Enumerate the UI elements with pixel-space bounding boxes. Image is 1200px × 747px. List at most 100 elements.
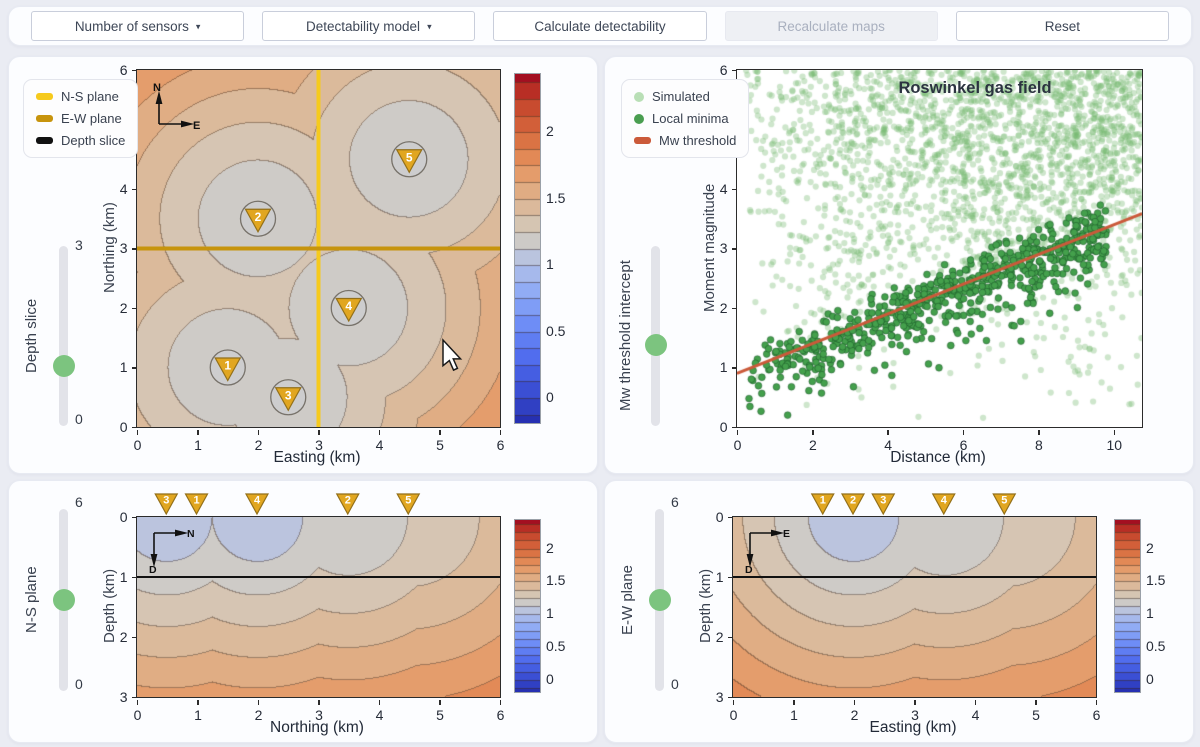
tick-mark bbox=[727, 516, 733, 519]
tick-mark bbox=[197, 429, 199, 435]
tick-label: 0 bbox=[729, 706, 738, 723]
colorbar-tick-label: 0 bbox=[546, 670, 554, 687]
tick-label: 3 bbox=[911, 706, 919, 723]
tick-mark bbox=[974, 699, 977, 705]
tick-mark bbox=[853, 699, 856, 705]
tick-label: 0 bbox=[715, 508, 724, 525]
x-axis-label: Northing (km) bbox=[270, 719, 364, 736]
tick-label: 3 bbox=[715, 688, 724, 705]
legend-label: Depth slice bbox=[61, 133, 126, 148]
map-legend: N-S plane E-W plane Depth slice bbox=[23, 79, 139, 158]
tick-mark bbox=[378, 429, 381, 435]
tick-label: 1 bbox=[719, 359, 728, 375]
local-minima-swatch bbox=[634, 113, 644, 124]
ew-plane-slider-handle[interactable] bbox=[649, 589, 671, 611]
legend-label: Simulated bbox=[652, 89, 710, 104]
x-axis-label: Distance (km) bbox=[890, 449, 986, 466]
svg-text:3: 3 bbox=[880, 495, 886, 507]
svg-text:5: 5 bbox=[1001, 495, 1007, 507]
tick-label: 0 bbox=[719, 418, 728, 435]
ns-plane-slider-label: N-S plane bbox=[23, 566, 40, 634]
reset-button[interactable]: Reset bbox=[955, 11, 1170, 41]
colorbar-tick-label: 0 bbox=[1146, 670, 1154, 687]
colorbar-tick-label: 0.5 bbox=[1146, 637, 1166, 654]
colorbar-tick-label: 1.5 bbox=[546, 189, 566, 206]
tick-mark bbox=[318, 429, 320, 435]
colorbar-tick-label: 2 bbox=[1146, 539, 1154, 556]
colorbar bbox=[514, 519, 541, 693]
tick-label: 1 bbox=[194, 706, 202, 723]
svg-text:4: 4 bbox=[941, 495, 948, 507]
tick-mark bbox=[439, 429, 441, 435]
colorbar-tick-label: 1 bbox=[546, 605, 554, 622]
svg-text:1: 1 bbox=[193, 495, 199, 507]
tick-label: 1 bbox=[119, 568, 128, 585]
tick-label: 1 bbox=[119, 359, 128, 375]
number-of-sensors-button[interactable]: Number of sensors ▾ bbox=[31, 11, 245, 41]
tick-mark bbox=[131, 188, 137, 191]
tick-mark bbox=[887, 429, 889, 435]
tick-label: 4 bbox=[884, 436, 893, 453]
tick-label: 0 bbox=[133, 436, 142, 453]
tick-mark bbox=[257, 429, 260, 435]
simulated-swatch bbox=[634, 91, 644, 102]
depth-slice-slider-track[interactable] bbox=[59, 246, 68, 426]
calculate-detectability-button[interactable]: Calculate detectability bbox=[493, 11, 707, 41]
recalculate-maps-button[interactable]: Recalculate maps bbox=[724, 11, 938, 41]
sensor-marker: 3 bbox=[871, 493, 896, 516]
slider-max-label: 6 bbox=[671, 494, 679, 510]
colorbar-tick-label: 1 bbox=[1146, 605, 1154, 622]
tick-label: 2 bbox=[119, 299, 128, 316]
colorbar-tick-label: 0.5 bbox=[546, 637, 566, 654]
tick-mark bbox=[731, 69, 737, 72]
toolbar: Number of sensors ▾ Detectability model … bbox=[8, 6, 1192, 46]
sensor-marker-strip: 3 1 4 2 5 bbox=[154, 493, 421, 516]
slider-min-label: 0 bbox=[75, 411, 83, 427]
tick-label: 3 bbox=[119, 240, 128, 256]
colorbar-tick-label: 2 bbox=[546, 539, 554, 556]
svg-text:3: 3 bbox=[163, 495, 169, 507]
button-label: Recalculate maps bbox=[777, 18, 885, 34]
colorbar-tick-label: 1.5 bbox=[546, 572, 566, 589]
depth-slice-swatch bbox=[36, 137, 53, 144]
tick-mark bbox=[197, 699, 199, 705]
tick-mark bbox=[812, 429, 814, 435]
tick-mark bbox=[1035, 699, 1037, 705]
y-axis-label: Depth (km) bbox=[697, 568, 714, 644]
tick-mark bbox=[962, 429, 965, 435]
tick-mark bbox=[731, 248, 737, 250]
scatter-plot[interactable] bbox=[736, 69, 1143, 428]
tick-mark bbox=[731, 367, 737, 369]
tick-mark bbox=[731, 426, 737, 429]
x-axis-label: Easting (km) bbox=[869, 719, 957, 736]
mw-threshold-intercept-slider-handle[interactable] bbox=[645, 334, 667, 356]
tick-label: 5 bbox=[436, 436, 444, 453]
tick-label: 4 bbox=[971, 706, 980, 723]
tick-label: 1 bbox=[715, 568, 724, 585]
tick-mark bbox=[793, 699, 795, 705]
tick-label: 6 bbox=[1092, 706, 1101, 723]
button-label: Calculate detectability bbox=[534, 18, 666, 34]
chevron-down-icon: ▾ bbox=[195, 21, 201, 31]
sensor-marker: 1 bbox=[810, 493, 835, 516]
ns-plane-slider-handle[interactable] bbox=[53, 589, 75, 611]
svg-text:2: 2 bbox=[345, 495, 351, 507]
ew-plane-swatch bbox=[36, 115, 53, 122]
sensor-marker: 2 bbox=[840, 493, 866, 516]
depth-slice-slider-handle[interactable] bbox=[53, 355, 75, 377]
colorbar-tick-label: 0.5 bbox=[546, 322, 566, 339]
tick-mark bbox=[727, 696, 733, 699]
detectability-model-button[interactable]: Detectability model ▾ bbox=[262, 11, 476, 41]
tick-mark bbox=[1113, 429, 1116, 435]
colorbar bbox=[514, 73, 541, 424]
sensor-marker: 1 bbox=[184, 493, 209, 516]
slider-max-label: 6 bbox=[75, 494, 83, 510]
tick-mark bbox=[131, 307, 137, 310]
tick-label: 2 bbox=[719, 299, 728, 316]
tick-label: 5 bbox=[1032, 706, 1040, 723]
colorbar bbox=[1114, 519, 1141, 693]
